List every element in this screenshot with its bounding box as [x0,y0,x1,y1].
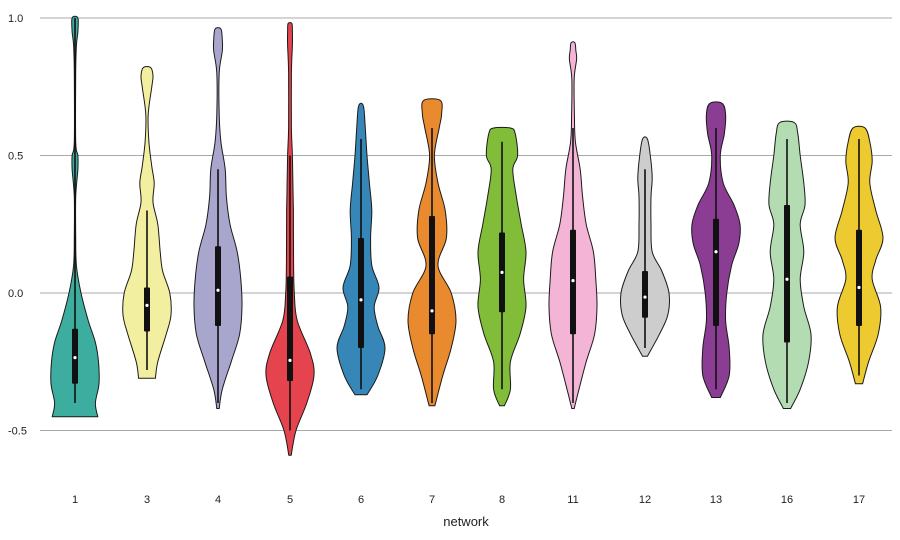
violin-6 [336,102,386,396]
gridlines [40,17,892,431]
violin-3 [122,65,172,379]
y-tick-label: 1.0 [8,13,23,25]
x-tick-label: 7 [429,494,435,506]
violin-16 [762,120,812,409]
x-tick-label: 8 [499,494,505,506]
x-tick-label: 16 [781,494,793,506]
x-tick-label: 6 [358,494,364,506]
violin-iqr-box [215,246,221,326]
x-tick-label: 1 [72,494,78,506]
x-tick-label: 17 [853,494,865,506]
x-tick-label: 5 [287,494,293,506]
violin-median [430,309,434,313]
violin-iqr-box [856,229,862,326]
violin-iqr-box [784,205,790,343]
violin-median [288,358,292,362]
violin-median [785,277,789,281]
violin-12 [620,136,670,357]
violin-5 [265,21,315,456]
violin-median [216,288,220,292]
violin-8 [477,126,527,407]
violin-iqr-box [713,218,719,326]
y-axis-ticks: -0.5 0.0 0.5 1.0 [8,13,27,438]
violin-iqr-box [642,271,648,318]
violin-17 [834,125,884,385]
x-axis-ticks: 1 3 4 5 6 7 8 11 12 13 16 17 [72,494,865,506]
violin-4 [193,27,243,409]
y-tick-label: -0.5 [8,426,27,438]
violin-median [857,285,861,290]
y-tick-label: 0.5 [8,151,23,163]
x-tick-label: 4 [215,494,221,506]
violin-1 [50,15,100,418]
violin-median [359,298,363,302]
violin-median [643,295,647,299]
violin-median [571,279,575,283]
violin-7 [407,98,457,407]
violins [50,15,884,456]
violin-11 [548,41,598,409]
violin-median [73,356,77,360]
violin-iqr-box [358,238,364,348]
x-tick-label: 11 [567,494,578,506]
violin-median [500,270,504,274]
x-tick-label: 3 [144,494,150,506]
violin-median [714,250,718,254]
y-tick-label: 0.0 [8,288,23,300]
x-axis-title: network [443,514,489,529]
violin-iqr-box [144,287,150,332]
violin-iqr-box [429,216,435,335]
violin-median [145,303,149,307]
violin-13 [691,101,741,398]
x-tick-label: 13 [710,494,722,506]
violin-iqr-box [287,276,293,381]
x-tick-label: 12 [639,494,651,506]
